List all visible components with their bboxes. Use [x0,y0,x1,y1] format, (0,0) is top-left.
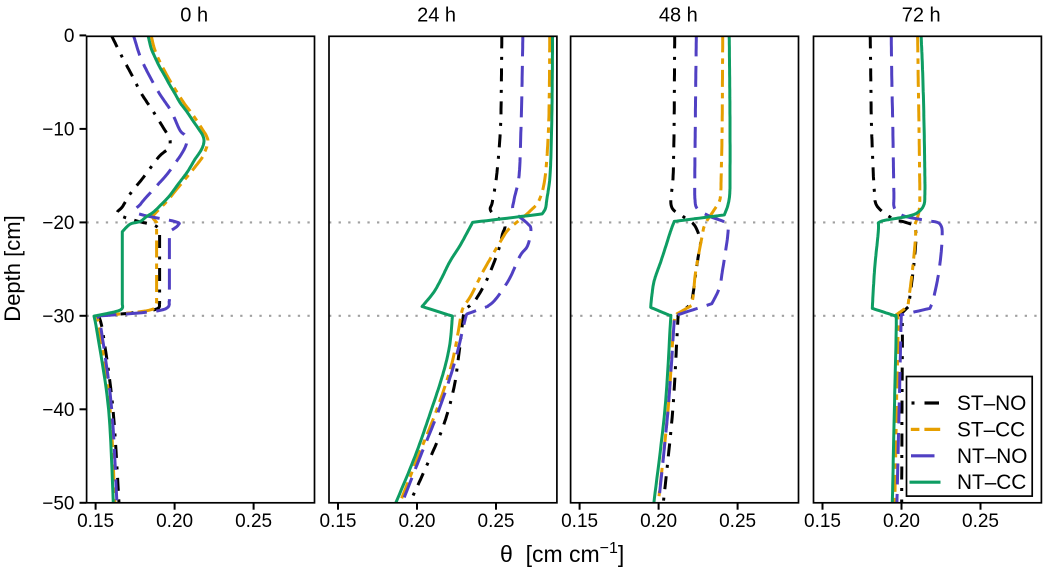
svg-text:−10: −10 [42,119,74,140]
svg-text:0.20: 0.20 [399,511,436,532]
svg-text:0.25: 0.25 [962,511,999,532]
svg-text:NT–CC: NT–CC [957,471,1026,494]
svg-text:0.20: 0.20 [883,511,920,532]
svg-text:ST–CC: ST–CC [957,418,1025,441]
svg-text:−40: −40 [42,400,74,421]
svg-text:−30: −30 [42,306,74,327]
svg-text:0.15: 0.15 [561,511,598,532]
svg-text:0.20: 0.20 [640,511,677,532]
svg-text:−20: −20 [42,213,74,234]
svg-text:0.20: 0.20 [156,511,193,532]
svg-text:−50: −50 [42,493,74,514]
svg-text:24 h: 24 h [417,5,456,27]
svg-text:0.15: 0.15 [320,511,357,532]
svg-text:θ [cm cm−1]: θ [cm cm−1] [500,540,624,567]
svg-text:NT–NO: NT–NO [957,445,1027,468]
svg-text:0 h: 0 h [180,5,208,27]
svg-text:72 h: 72 h [902,5,941,27]
svg-text:0.15: 0.15 [77,511,114,532]
svg-text:0.25: 0.25 [235,511,272,532]
svg-text:ST–NO: ST–NO [957,392,1026,415]
svg-text:0: 0 [64,26,75,47]
svg-text:48 h: 48 h [659,5,698,27]
svg-text:0.25: 0.25 [478,511,515,532]
svg-text:Depth [cm]: Depth [cm] [0,215,25,321]
svg-text:0.25: 0.25 [719,511,756,532]
svg-text:0.15: 0.15 [804,511,841,532]
